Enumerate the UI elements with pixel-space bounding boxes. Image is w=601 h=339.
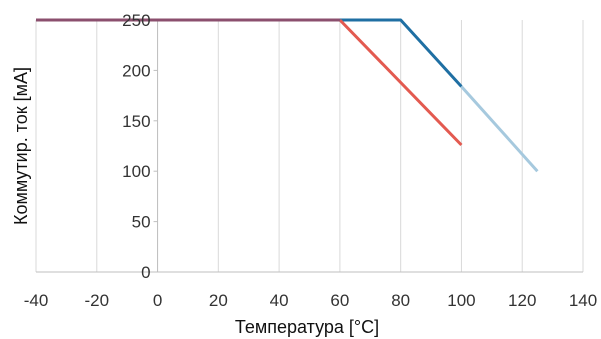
y-tick-label: 50	[132, 213, 151, 232]
x-tick-label: 80	[391, 291, 410, 310]
y-tick-label: 250	[122, 11, 150, 30]
axes	[36, 19, 583, 273]
y-tick-label: 100	[122, 162, 150, 181]
y-tick-labels: 0 50 100 150 200 250	[122, 11, 150, 282]
x-tick-label: 60	[330, 291, 349, 310]
grid-lines	[35, 20, 584, 272]
x-tick-label: -40	[24, 291, 49, 310]
y-tick-label: 150	[122, 112, 150, 131]
y-axis-title: Коммутир. ток [мА]	[11, 67, 31, 225]
x-tick-label: 140	[569, 291, 597, 310]
x-tick-label: 40	[270, 291, 289, 310]
x-tick-label: 0	[153, 291, 162, 310]
y-tick-label: 200	[122, 61, 150, 80]
x-tick-label: -20	[84, 291, 109, 310]
x-tick-label: 120	[508, 291, 536, 310]
series-line-1	[460, 85, 539, 173]
y-tick-label: 0	[141, 263, 150, 282]
x-tick-label: 100	[447, 291, 475, 310]
x-axis-title: Температура [°C]	[235, 317, 379, 337]
x-tick-labels: -40 -20 0 20 40 60 80 100 120 140	[24, 291, 597, 310]
series-lines	[36, 18, 539, 173]
series-line-0	[36, 18, 463, 88]
series-line-2	[338, 18, 463, 147]
x-tick-label: 20	[209, 291, 228, 310]
